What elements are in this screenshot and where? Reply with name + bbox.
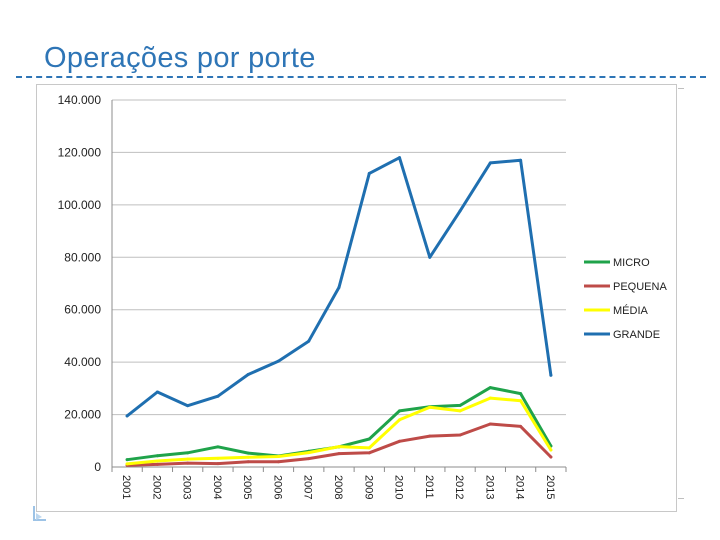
data-point	[458, 403, 462, 407]
y-tick-label: 40.000	[64, 355, 101, 369]
x-tick-label: 2013	[483, 475, 495, 499]
legend-label: MICRO	[613, 257, 650, 269]
slide-title: Operações por porte	[44, 42, 316, 74]
corner-arrow-icon	[33, 506, 46, 521]
x-tick-label: 2011	[423, 475, 435, 499]
data-point	[186, 457, 190, 461]
x-tick-label: 2005	[241, 475, 253, 499]
y-tick-label: 60.000	[64, 303, 101, 317]
data-point	[458, 409, 462, 413]
legend-label: GRANDE	[613, 329, 660, 341]
x-tick-label: 2002	[150, 475, 162, 499]
x-tick-label: 2007	[302, 475, 314, 499]
x-tick-label: 2012	[453, 475, 465, 499]
x-tick-label: 2008	[332, 475, 344, 499]
data-point	[216, 445, 220, 449]
x-tick-label: 2003	[181, 475, 193, 499]
data-point	[246, 455, 250, 459]
x-tick-label: 2014	[514, 475, 526, 499]
data-point	[519, 424, 523, 428]
data-point	[125, 462, 129, 466]
data-point	[246, 372, 250, 376]
data-point	[125, 458, 129, 462]
data-point	[428, 434, 432, 438]
y-tick-label: 140.000	[58, 93, 102, 107]
data-point	[367, 451, 371, 455]
data-point	[549, 448, 553, 452]
data-point	[458, 209, 462, 213]
data-point	[155, 462, 159, 466]
data-point	[367, 437, 371, 441]
data-point	[216, 456, 220, 460]
x-tick-label: 2010	[393, 475, 405, 499]
legend-label: PEQUENA	[613, 281, 667, 293]
x-tick-label: 2004	[211, 475, 223, 499]
data-point	[428, 405, 432, 409]
y-tick-label: 80.000	[64, 250, 101, 264]
data-point	[519, 392, 523, 396]
data-point	[458, 433, 462, 437]
data-point	[398, 418, 402, 422]
data-point	[125, 414, 129, 418]
title-divider	[16, 76, 706, 78]
data-point	[337, 452, 341, 456]
data-point	[488, 386, 492, 390]
data-point	[186, 451, 190, 455]
data-point	[246, 460, 250, 464]
data-point	[337, 285, 341, 289]
x-tick-label: 2009	[362, 475, 374, 499]
data-point	[428, 255, 432, 259]
data-point	[549, 373, 553, 377]
data-point	[216, 394, 220, 398]
data-point	[246, 451, 250, 455]
data-point	[155, 454, 159, 458]
data-point	[276, 359, 280, 363]
y-tick-label: 100.000	[58, 198, 102, 212]
data-point	[549, 455, 553, 459]
x-tick-label: 2006	[271, 475, 283, 499]
data-point	[276, 460, 280, 464]
data-point	[186, 461, 190, 465]
x-tick-label: 2015	[544, 475, 556, 499]
data-point	[398, 439, 402, 443]
x-tick-label: 2001	[120, 475, 132, 499]
data-point	[307, 457, 311, 461]
data-point	[155, 459, 159, 463]
data-point	[307, 451, 311, 455]
data-point	[488, 161, 492, 165]
data-point	[398, 156, 402, 160]
data-point	[398, 409, 402, 413]
data-point	[276, 455, 280, 459]
data-point	[519, 399, 523, 403]
data-point	[367, 171, 371, 175]
frame-marker	[678, 498, 684, 499]
chart-frame	[36, 84, 677, 512]
frame-marker	[678, 88, 684, 89]
data-point	[367, 446, 371, 450]
data-point	[488, 422, 492, 426]
y-tick-label: 0	[94, 460, 101, 474]
data-point	[216, 462, 220, 466]
y-tick-label: 20.000	[64, 408, 101, 422]
data-point	[186, 404, 190, 408]
legend-label: MÉDIA	[613, 304, 649, 317]
data-point	[155, 390, 159, 394]
data-point	[307, 339, 311, 343]
y-tick-label: 120.000	[58, 145, 102, 159]
data-point	[488, 396, 492, 400]
data-point	[519, 158, 523, 162]
data-point	[337, 445, 341, 449]
